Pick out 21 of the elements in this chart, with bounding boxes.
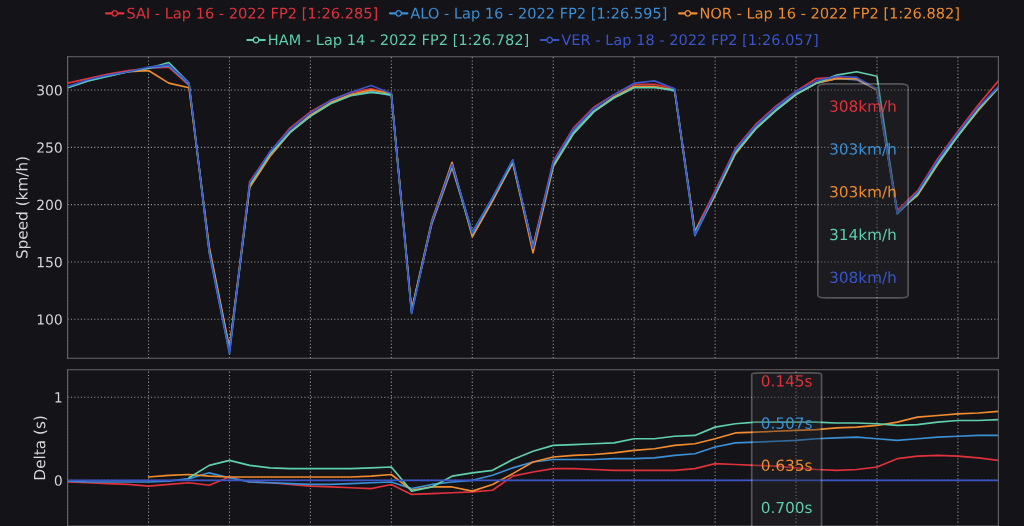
annotation: 308km/h xyxy=(830,271,896,285)
annotation: 314km/h xyxy=(830,228,896,242)
line-series xyxy=(67,434,999,490)
y-tick-label: 150 xyxy=(37,256,62,268)
y-tick-label: 300 xyxy=(37,85,62,96)
annotation: 0.700s xyxy=(761,501,812,514)
line-series xyxy=(67,454,999,496)
legend-label: ALO - Lap 16 - 2022 FP2 [1:26.595] xyxy=(410,7,667,22)
annotation: 303km/h xyxy=(830,185,896,199)
y-axis-title: Delta (s) xyxy=(33,416,48,480)
legend-label: NOR - Lap 16 - 2022 FP2 [1:26.882] xyxy=(700,7,959,22)
y-tick-label: 200 xyxy=(37,199,62,211)
annotation: 0.145s xyxy=(761,375,812,387)
legend-label: HAM - Lap 14 - 2022 FP2 [1:26.782] xyxy=(269,33,529,49)
y-axis-title: Speed (km/h) xyxy=(15,157,31,259)
legend-label: VER - Lap 18 - 2022 FP2 [1:26.057] xyxy=(561,33,818,49)
y-tick-label: 250 xyxy=(37,142,62,153)
legend-label: SAI - Lap 16 - 2022 FP2 [1:26.285] xyxy=(127,7,377,22)
y-tick-label: 1 xyxy=(55,392,62,403)
y-tick-label: 100 xyxy=(37,314,62,325)
y-tick-label: 0 xyxy=(54,475,62,486)
